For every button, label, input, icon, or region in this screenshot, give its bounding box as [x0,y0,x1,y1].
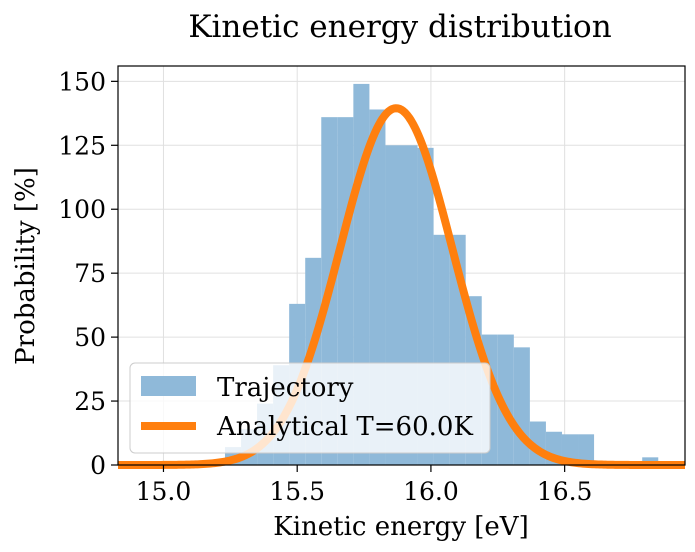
x-tick-label: 15.5 [269,477,325,506]
y-tick-label: 25 [74,387,106,416]
legend: Trajectory Analytical T=60.0K [129,362,491,454]
chart-title: Kinetic energy distribution [188,9,611,45]
legend-swatch-trajectory [141,376,196,396]
x-tick-label: 16.0 [403,477,459,506]
y-tick-label: 50 [74,323,106,352]
analytical-curve [115,104,688,469]
y-axis-ticks: 0 25 50 75 100 125 150 [58,67,118,480]
legend-label-analytical: Analytical T=60.0K [216,412,473,442]
y-tick-label: 125 [58,131,106,160]
plot-frame [117,65,686,466]
y-axis-label: Probability [%] [11,167,41,365]
histogram-bar [513,347,530,465]
histogram-bar [497,334,514,465]
x-axis-label: Kinetic energy [eV] [273,512,528,542]
analytical-curve-layer [115,104,688,469]
legend-label-trajectory: Trajectory [217,373,354,403]
histogram-bar [578,434,595,465]
x-axis-ticks: 15.0 15.5 16.0 16.5 [136,465,593,506]
x-tick-label: 15.0 [136,477,192,506]
y-tick-label: 0 [90,451,106,480]
x-tick-label: 16.5 [537,477,593,506]
y-tick-label: 150 [58,67,106,96]
y-tick-label: 100 [58,195,106,224]
legend-box [129,362,491,454]
y-tick-label: 75 [74,259,106,288]
